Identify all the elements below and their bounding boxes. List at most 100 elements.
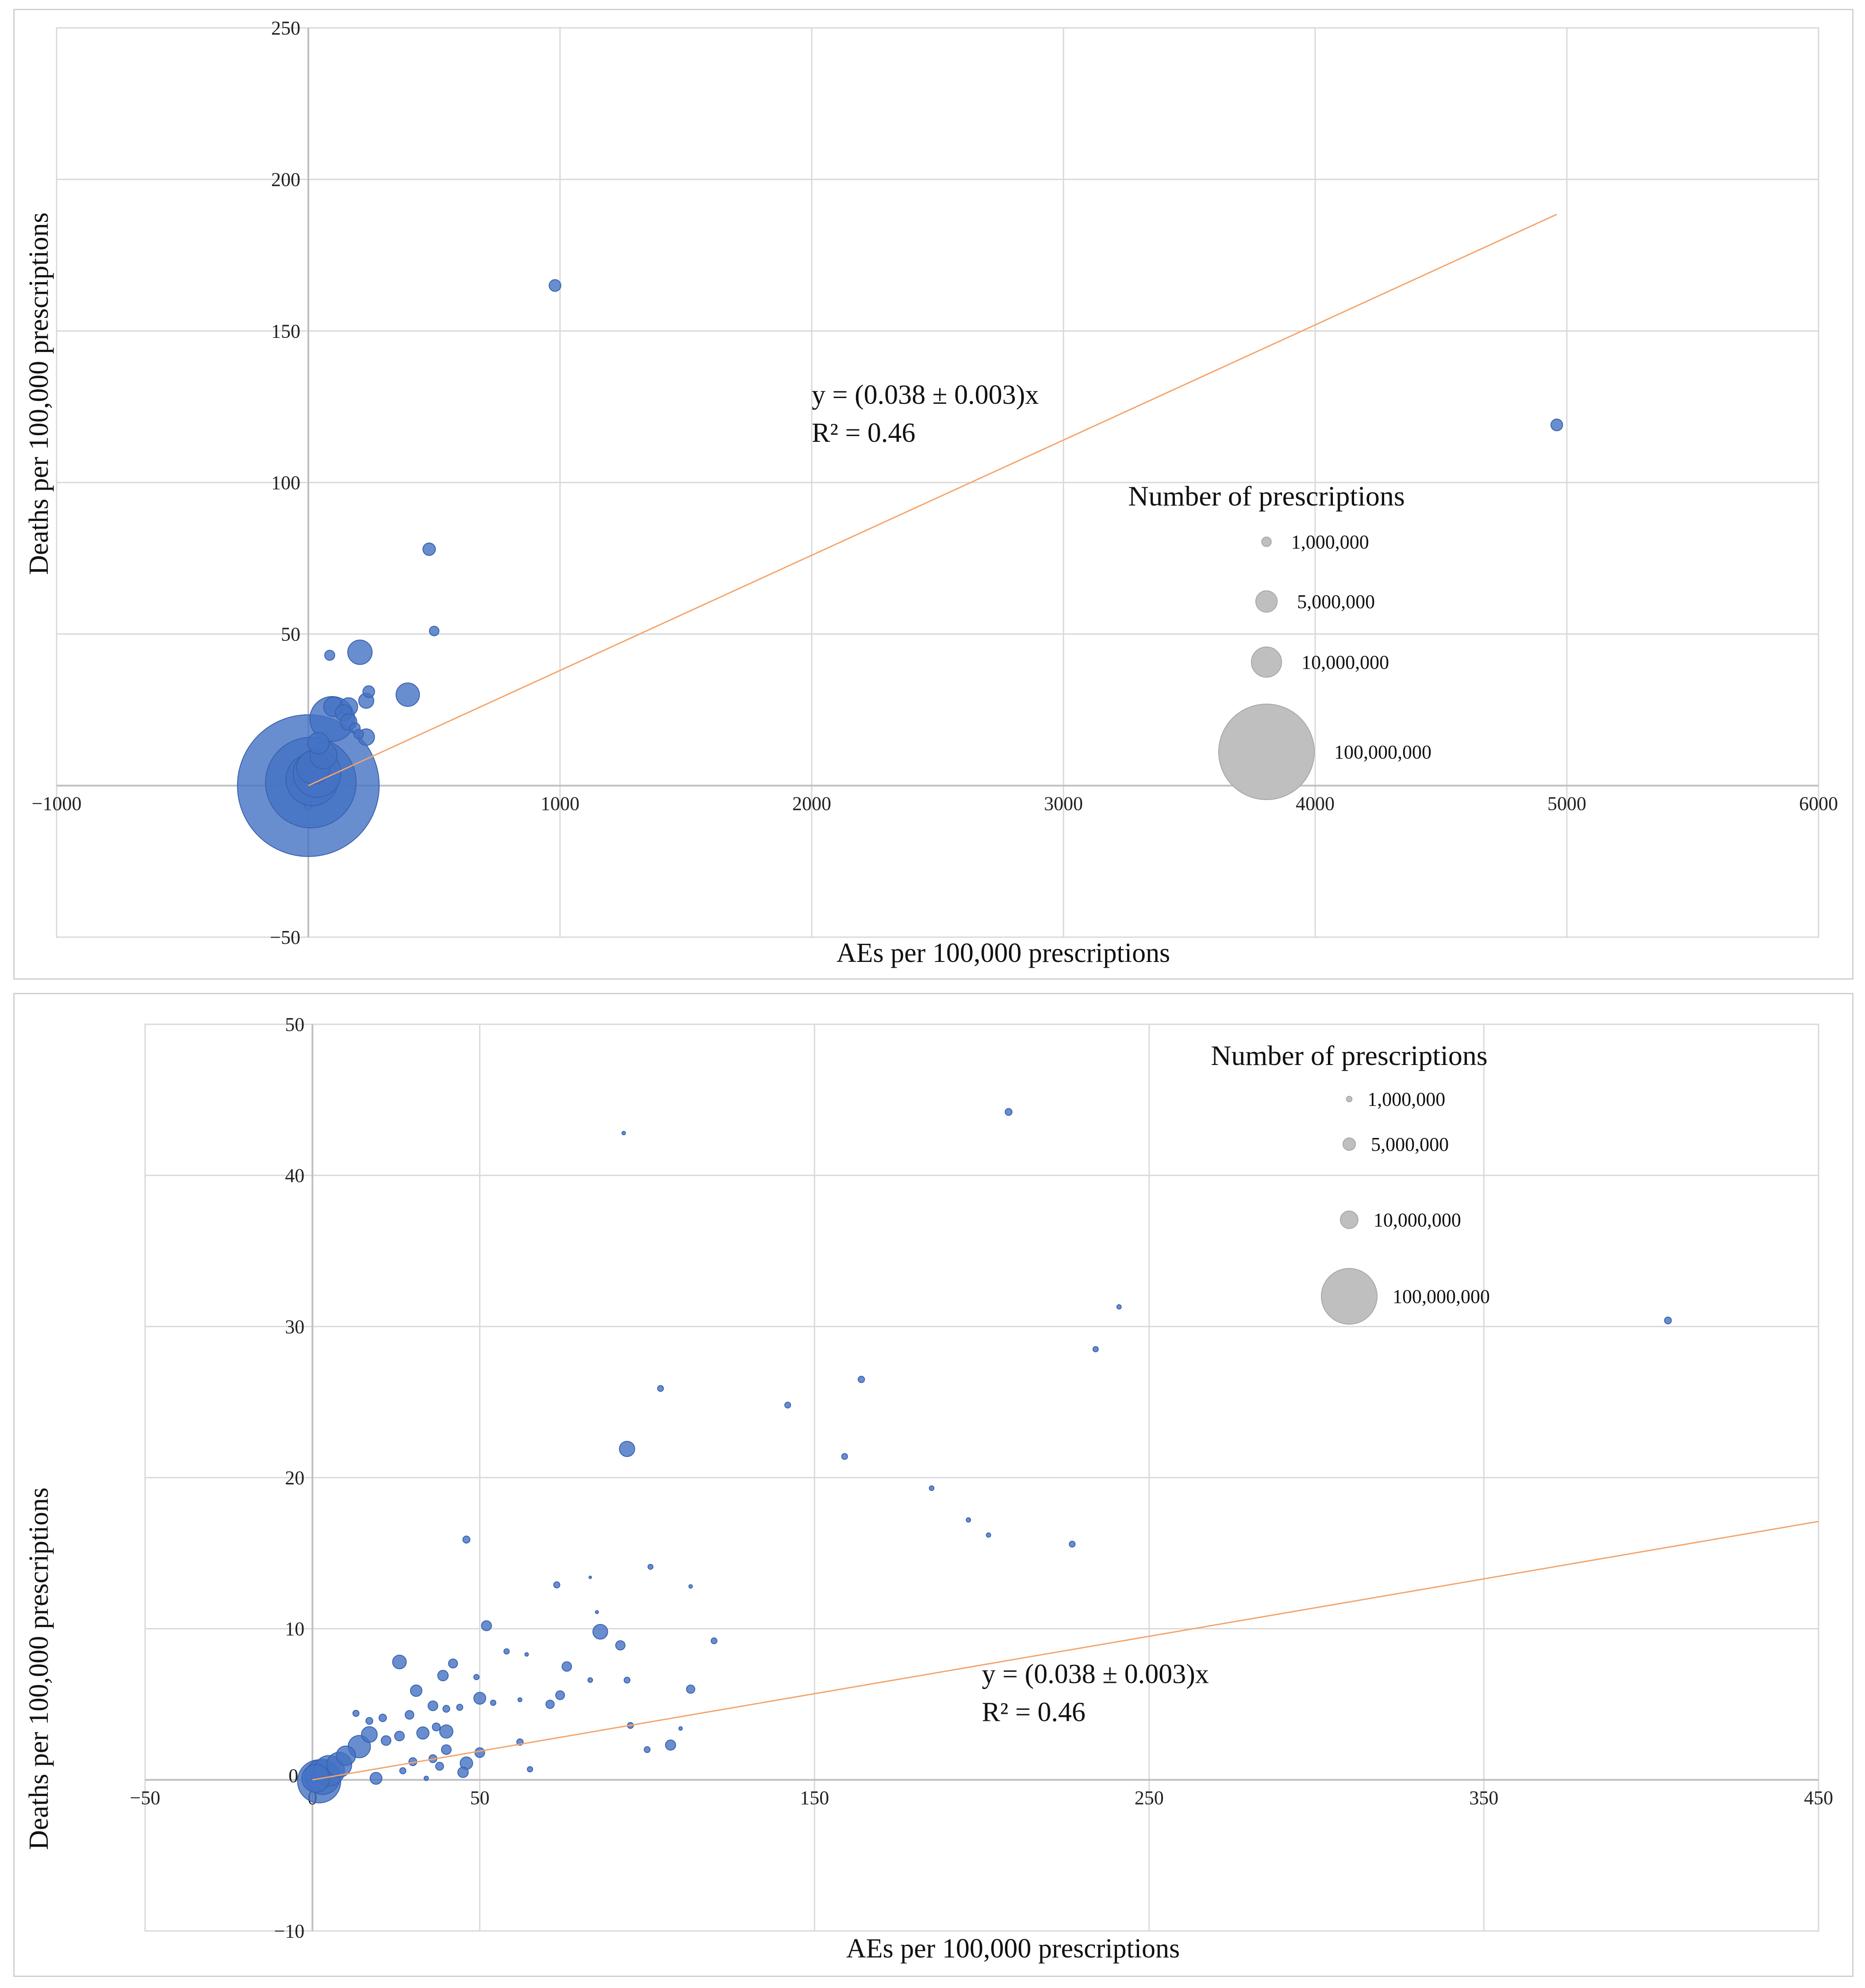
chart1-ytick-label: 200	[271, 169, 300, 191]
chart2-legend-label: 5,000,000	[1371, 1134, 1449, 1155]
chart2-ytick-label: 10	[285, 1618, 304, 1640]
chart1-trendline	[308, 214, 1557, 786]
chart1-xtick-label: 1000	[541, 793, 579, 814]
chart2-bubble	[710, 1637, 718, 1644]
chart2-bubble	[394, 1731, 405, 1742]
chart2-bubble	[615, 1640, 626, 1651]
chart2-xtick-label: −50	[130, 1787, 161, 1808]
chart1-bubble	[347, 640, 373, 665]
chart2-bubble	[490, 1700, 496, 1706]
chart2-bubble	[857, 1375, 865, 1383]
chart2-bubble	[410, 1684, 422, 1697]
chart1-xtick-label: 4000	[1296, 793, 1335, 814]
chart1-ytick-label: 50	[281, 624, 300, 645]
chart2-ytick-label: 20	[285, 1467, 304, 1489]
chart2-bubble	[966, 1517, 971, 1523]
chart2-bubble	[592, 1624, 608, 1640]
chart2-bubble	[555, 1690, 565, 1700]
chart2-bubble	[437, 1670, 449, 1682]
chart1-ytick-label: −50	[270, 927, 300, 948]
chart2-legend-bubble	[1340, 1210, 1358, 1229]
chart1-xtick-label: −1000	[32, 793, 82, 814]
chart1-ytick-label: 250	[271, 17, 300, 39]
chart2-bubble	[369, 1772, 383, 1785]
chart1-y-axis-title: Deaths per 100,000 prescriptions	[24, 212, 54, 575]
chart2-bubble	[1005, 1108, 1013, 1116]
chart1-xtick-label: 6000	[1799, 793, 1838, 814]
chart1-legend-label: 1,000,000	[1291, 531, 1369, 553]
chart2-bubble	[619, 1440, 635, 1457]
chart2-bubble	[336, 1745, 356, 1766]
chart2-ytick-label: −10	[274, 1920, 304, 1942]
chart2-bubble	[432, 1722, 441, 1731]
chart2-bubble	[929, 1485, 935, 1491]
chart2-bubble	[481, 1620, 492, 1632]
chart2-bubble	[665, 1739, 676, 1751]
chart1-trend-r-squared: R² = 0.46	[812, 418, 915, 448]
chart2-bubble	[427, 1701, 438, 1711]
chart2-bubble	[474, 1747, 485, 1758]
chart1-bubble	[422, 542, 436, 556]
chart1-trend-equation: y = (0.038 ± 0.003)x	[812, 380, 1039, 410]
chart2-bubble	[588, 1575, 592, 1579]
chart1-bubble	[395, 682, 420, 707]
chart2-bubble	[423, 1776, 429, 1781]
chart2-xtick-label: 450	[1804, 1787, 1833, 1808]
chart2-bubble	[1092, 1346, 1099, 1352]
chart2-bubble	[441, 1744, 452, 1755]
chart2-bubble	[644, 1746, 651, 1753]
chart1-legend-bubble	[1218, 704, 1315, 800]
chart2-y-axis-title: Deaths per 100,000 prescriptions	[24, 1487, 54, 1850]
chart1-xtick-label: 3000	[1044, 793, 1083, 814]
chart2-bubble	[503, 1648, 510, 1655]
chart2-xtick-label: 150	[800, 1787, 829, 1808]
chart2-trend-equation: y = (0.038 ± 0.003)x	[982, 1659, 1209, 1689]
chart2-bubble	[686, 1684, 695, 1694]
chart2-bubble	[399, 1767, 407, 1774]
chart1-ytick-label: 100	[271, 472, 300, 494]
chart1-bubble	[324, 650, 335, 661]
chart2-bubble	[678, 1726, 683, 1731]
chart2-bubble	[1069, 1540, 1076, 1547]
chart1-bubble	[1550, 418, 1563, 432]
chart2-bubble	[623, 1677, 631, 1684]
chart1-legend-label: 100,000,000	[1334, 741, 1431, 763]
chart2-trendline	[312, 1521, 1819, 1781]
chart2-legend-bubble	[1342, 1137, 1356, 1151]
chart2-bubble	[986, 1532, 991, 1538]
chart2-bubble	[688, 1584, 693, 1589]
chart2-bubble	[404, 1710, 414, 1720]
chart2-bubble	[587, 1677, 593, 1683]
chart2-legend-label: 10,000,000	[1374, 1209, 1461, 1231]
chart1-legend-bubble	[1255, 590, 1278, 613]
chart1-legend-label: 5,000,000	[1297, 591, 1375, 613]
chart2-bubble	[527, 1766, 533, 1773]
chart2-ytick-label: 30	[285, 1316, 304, 1337]
chart2-bubble	[365, 1717, 373, 1725]
chart2-bubble	[657, 1385, 664, 1392]
chart2-bubble	[435, 1762, 444, 1771]
chart2-bubble	[1116, 1304, 1122, 1310]
chart2-bubble	[1664, 1316, 1672, 1325]
chart2-bubble	[473, 1674, 480, 1680]
chart2-legend-label: 1,000,000	[1367, 1088, 1445, 1110]
chart1-bubble	[353, 729, 364, 739]
chart1-legend-bubble	[1261, 536, 1272, 547]
chart2-bubble	[456, 1704, 464, 1711]
chart2-ytick-label-zero: 0	[288, 1765, 298, 1786]
chart2-bubble	[553, 1581, 560, 1589]
chart1-xtick-label: 2000	[792, 793, 831, 814]
chart2-ytick-label: 40	[285, 1165, 304, 1187]
chart2-bubble	[448, 1659, 458, 1669]
chart1-legend-title: Number of prescriptions	[1128, 480, 1405, 512]
chart2-xtick-label: 250	[1135, 1787, 1164, 1808]
chart1-xtick-label: 5000	[1547, 793, 1586, 814]
chart2-bubble	[462, 1536, 471, 1544]
chart2-legend-label: 100,000,000	[1393, 1286, 1490, 1307]
chart2-bubble	[380, 1735, 391, 1746]
chart2-bubble	[621, 1131, 626, 1135]
chart2-bubble	[561, 1661, 572, 1672]
chart2-bubble	[517, 1697, 522, 1702]
chart1-bubble	[429, 626, 440, 636]
